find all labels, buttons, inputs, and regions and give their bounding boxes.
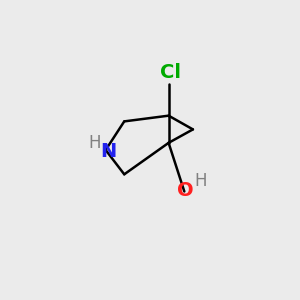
Text: O: O [177, 181, 193, 200]
Text: Cl: Cl [160, 63, 181, 82]
Text: H: H [195, 172, 207, 190]
Text: N: N [100, 142, 116, 161]
Text: H: H [88, 134, 101, 152]
